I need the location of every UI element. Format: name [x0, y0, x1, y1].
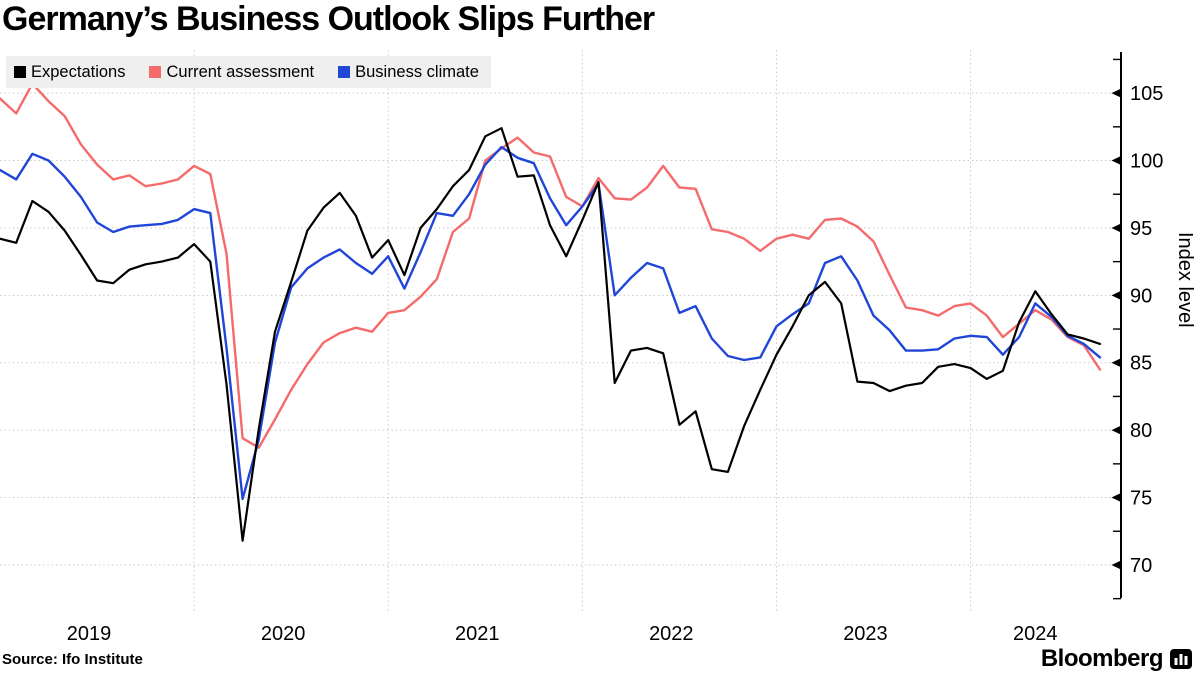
legend-label-business-climate: Business climate [355, 62, 479, 81]
bar-chart-icon [1170, 649, 1192, 669]
y-tick-label-105: 105 [1130, 83, 1163, 105]
x-year-label-2022: 2022 [649, 623, 694, 645]
business-climate-swatch-icon [338, 66, 351, 78]
y-tick-95 [1111, 223, 1121, 233]
y-tick-100 [1111, 156, 1121, 166]
y-tick-label-70: 70 [1130, 555, 1152, 577]
legend-item-business-climate: Business climate [338, 63, 479, 82]
y-tick-85 [1111, 358, 1121, 368]
legend-label-expectations: Expectations [31, 62, 126, 81]
x-year-label-2019: 2019 [67, 623, 112, 645]
y-tick-label-85: 85 [1130, 353, 1152, 375]
current-assessment-swatch-icon [149, 66, 162, 78]
y-tick-70 [1111, 560, 1121, 570]
bloomberg-logo-text: Bloomberg [1040, 645, 1164, 672]
y-tick-105 [1111, 88, 1121, 98]
series-line-expectations [0, 127, 1102, 542]
y-tick-80 [1111, 425, 1121, 435]
x-year-label-2024: 2024 [1013, 623, 1058, 645]
x-year-label-2023: 2023 [843, 623, 888, 645]
x-year-label-2020: 2020 [261, 623, 306, 645]
y-tick-75 [1111, 493, 1121, 503]
bloomberg-logo: Bloomberg [1041, 645, 1192, 673]
y-tick-90 [1111, 290, 1121, 300]
series-line-current-assessment [0, 82, 1102, 449]
source-attribution: Source: Ifo Institute [2, 651, 143, 668]
y-tick-label-95: 95 [1130, 218, 1152, 240]
series-line-business-climate [0, 145, 1102, 501]
chart-legend: Expectations Current assessment Business… [6, 56, 491, 88]
legend-item-current-assessment: Current assessment [149, 63, 314, 82]
y-tick-label-90: 90 [1130, 285, 1152, 307]
legend-label-current-assessment: Current assessment [166, 62, 315, 81]
y-tick-label-75: 75 [1130, 488, 1152, 510]
x-year-label-2021: 2021 [455, 623, 500, 645]
chart-title: Germany’s Business Outlook Slips Further [2, 0, 655, 38]
legend-item-expectations: Expectations [14, 63, 125, 82]
y-tick-label-100: 100 [1130, 151, 1163, 173]
y-axis-title: Index level [1174, 232, 1196, 328]
y-tick-label-80: 80 [1130, 420, 1152, 442]
expectations-swatch-icon [14, 66, 26, 78]
